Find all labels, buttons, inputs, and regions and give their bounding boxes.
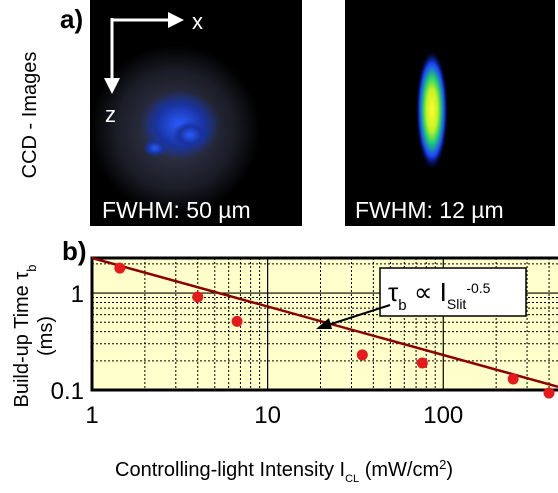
side-label: CCD - Images (19, 52, 41, 179)
ccd-image-2 (345, 0, 555, 226)
image-caption: FWHM: 12 µm (355, 197, 504, 223)
data-point (544, 388, 555, 399)
y-axis-label: (ms) (35, 316, 57, 356)
y-tick-label: 1 (71, 281, 84, 308)
data-point (192, 292, 203, 303)
x-tick-label: 10 (254, 402, 281, 429)
figure: x z FWHM: 50 µm FWHM: 12 µm a) CCD - Ima… (0, 0, 558, 493)
label-part: b (24, 265, 39, 272)
data-point (508, 373, 519, 384)
label-part: Build-up Time τ (11, 272, 33, 408)
image-caption: FWHM: 50 µm (102, 197, 251, 223)
beam-spot (143, 139, 167, 157)
axis-x-label: x (192, 9, 203, 34)
x-tick-label: 100 (423, 402, 463, 429)
panel-label: a) (60, 4, 83, 34)
y-tick-label: 0.1 (51, 378, 84, 405)
data-point (357, 349, 368, 360)
label-part: b (398, 297, 406, 314)
label-part: Controlling-light Intensity I (115, 459, 345, 481)
x-axis-label: Controlling-light Intensity ICL (mW/cm2) (115, 457, 453, 486)
label-part: (mW/cm (359, 459, 439, 481)
label-part: CL (345, 473, 359, 485)
label-part: ) (446, 459, 453, 481)
label-part: 2 (439, 457, 446, 472)
beam-spot (172, 121, 208, 149)
data-point (232, 316, 243, 327)
data-point (417, 357, 428, 368)
label-part: ∝ I (407, 277, 447, 307)
panel-label: b) (62, 236, 87, 266)
data-point (114, 263, 125, 274)
axis-z-label: z (105, 102, 116, 127)
label-part: Slit (447, 296, 467, 312)
x-tick-label: 1 (85, 402, 98, 429)
beam-spot (416, 50, 448, 170)
label-part: -0.5 (466, 280, 490, 296)
